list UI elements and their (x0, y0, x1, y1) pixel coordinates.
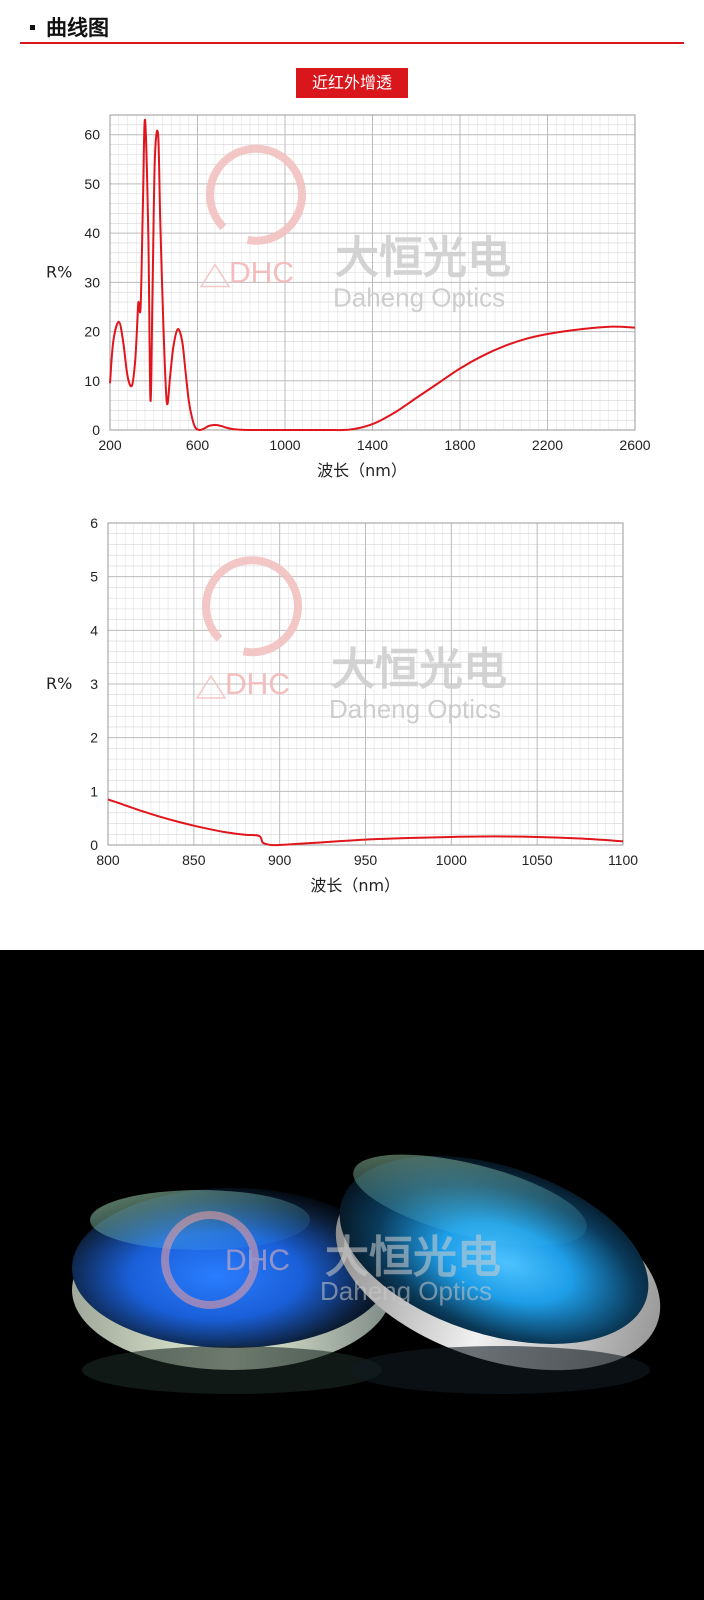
x-tick-label: 950 (354, 852, 378, 868)
y-tick-label: 40 (84, 225, 100, 241)
watermark-logo-text: DHC (225, 668, 290, 701)
y-tick-label: 2 (90, 730, 98, 746)
series-line (109, 118, 636, 432)
x-tick-label: 1050 (522, 852, 553, 868)
watermark-brand-cn: 大恒光电 (331, 644, 507, 695)
y-tick-label: 30 (84, 274, 100, 290)
header-divider (20, 42, 684, 44)
y-tick-label: 4 (90, 622, 98, 638)
y-tick-label: 10 (84, 373, 100, 389)
x-tick-label: 2200 (532, 437, 563, 453)
photo-watermark-brand-cn: 大恒光电 (325, 1232, 501, 1283)
y-axis-label: R% (46, 263, 72, 282)
chart-grid (107, 522, 624, 846)
x-axis-label: 波长（nm） (317, 461, 407, 480)
y-tick-label: 0 (92, 422, 100, 438)
watermark-brand-en: Daheng Optics (333, 283, 505, 313)
product-photo: DHC 大恒光电 Daheng Optics (0, 950, 704, 1600)
photo-watermark-brand-en: Daheng Optics (320, 1276, 492, 1306)
watermark-brand-en: Daheng Optics (329, 694, 501, 724)
series-line (107, 798, 624, 847)
y-tick-label: 60 (84, 127, 100, 143)
x-tick-label: 800 (96, 852, 120, 868)
coating-tag: 近红外增透 (296, 68, 408, 98)
y-tick-label: 20 (84, 324, 100, 340)
x-tick-label: 1000 (436, 852, 467, 868)
section-title: 曲线图 (46, 16, 109, 40)
y-axis-label: R% (46, 674, 72, 693)
watermark-brand-cn: 大恒光电 (335, 233, 511, 284)
axis-ticks: 200 600 1000 1400 1800 2200 2600 0 10 20 30 40 50 60 (84, 127, 650, 453)
x-axis-label: 波长（nm） (310, 876, 400, 895)
x-tick-label: 200 (98, 437, 122, 453)
y-tick-label: 3 (90, 676, 98, 692)
y-tick-label: 1 (90, 783, 98, 799)
x-tick-label: 1400 (357, 437, 388, 453)
x-tick-label: 900 (268, 852, 292, 868)
x-tick-label: 850 (182, 852, 206, 868)
lens-illustration: DHC 大恒光电 Daheng Optics (72, 1154, 661, 1394)
y-tick-label: 0 (90, 837, 98, 853)
x-tick-label: 600 (186, 437, 210, 453)
section-header: 曲线图 (20, 0, 684, 46)
x-tick-label: 2600 (619, 437, 650, 453)
y-tick-label: 5 (90, 569, 98, 585)
y-tick-label: 50 (84, 176, 100, 192)
x-tick-label: 1000 (269, 437, 300, 453)
bullet-icon (30, 25, 35, 30)
x-tick-label: 1100 (608, 852, 638, 868)
y-tick-label: 6 (90, 515, 98, 531)
x-tick-label: 1800 (444, 437, 475, 453)
watermark-logo-text: DHC (229, 257, 294, 290)
axis-ticks: 800 850 900 950 1000 1050 1100 0 1 2 3 4 5 6 (90, 515, 638, 868)
photo-watermark-logo: DHC (225, 1244, 290, 1277)
